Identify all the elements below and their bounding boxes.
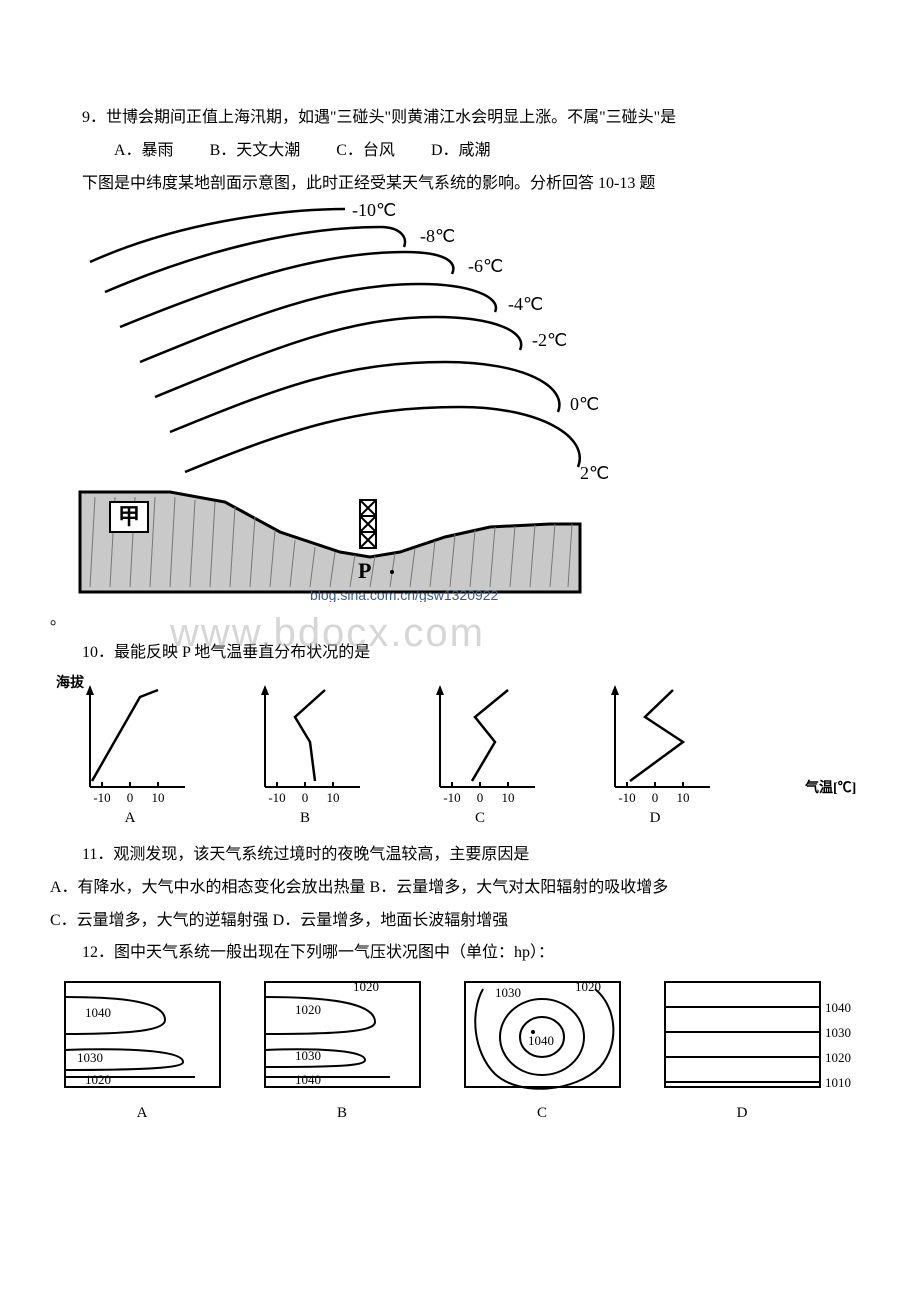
svg-text:1020: 1020 xyxy=(825,1050,851,1065)
svg-text:A: A xyxy=(137,1105,148,1121)
iso-0: -10℃ xyxy=(352,202,396,220)
iso-2: -6℃ xyxy=(468,256,503,276)
svg-text:10: 10 xyxy=(152,790,165,805)
fig1-period: 。 xyxy=(50,606,870,635)
svg-text:A: A xyxy=(125,810,136,826)
q12-text: 12．图中天气系统一般出现在下列哪一气压状况图中（单位：hp）： xyxy=(50,939,870,968)
svg-text:0: 0 xyxy=(302,790,309,805)
iso-4: -2℃ xyxy=(532,330,567,350)
svg-text:1040: 1040 xyxy=(85,1005,111,1020)
q10-text: 10．最能反映 P 地气温垂直分布状况的是 xyxy=(50,639,870,668)
svg-text:1020: 1020 xyxy=(575,979,601,994)
svg-text:C: C xyxy=(537,1105,547,1121)
fig2-svg: 海拔 气温[℃] -10 0 10 A -10 0 10 B -10 0 10 C -10 0 10 D xyxy=(50,672,870,837)
svg-text:-10: -10 xyxy=(618,790,635,805)
svg-text:D: D xyxy=(650,810,661,826)
svg-text:B: B xyxy=(337,1105,347,1121)
svg-text:-10: -10 xyxy=(268,790,285,805)
fig1-intro: 下图是中纬度某地剖面示意图，此时正经受某天气系统的影响。分析回答 10-13 题 xyxy=(50,170,870,199)
svg-text:1040: 1040 xyxy=(528,1033,554,1048)
svg-text:1030: 1030 xyxy=(495,985,521,1000)
p-label: P xyxy=(358,558,371,583)
svg-text:0: 0 xyxy=(477,790,484,805)
svg-text:1030: 1030 xyxy=(295,1048,321,1063)
svg-text:B: B xyxy=(300,810,310,826)
q9-optA: A．暴雨 xyxy=(114,142,174,159)
svg-text:-10: -10 xyxy=(93,790,110,805)
q9-options: A．暴雨 B．天文大潮 C．台风 D．咸潮 xyxy=(50,137,870,166)
svg-text:C: C xyxy=(475,810,485,826)
fig2-ylabel: 海拔 xyxy=(56,674,85,691)
iso-1: -8℃ xyxy=(420,226,455,246)
svg-text:-10: -10 xyxy=(443,790,460,805)
fig2-xlabel: 气温[℃] xyxy=(804,779,856,796)
svg-text:1020: 1020 xyxy=(295,1002,321,1017)
q9-optB: B．天文大潮 xyxy=(210,142,301,159)
svg-text:1020: 1020 xyxy=(85,1072,111,1087)
iso-5: 0℃ xyxy=(570,394,599,414)
svg-text:1040: 1040 xyxy=(825,1000,851,1015)
svg-text:0: 0 xyxy=(127,790,134,805)
svg-text:10: 10 xyxy=(327,790,340,805)
svg-text:1010: 1010 xyxy=(825,1075,851,1090)
svg-text:10: 10 xyxy=(502,790,515,805)
svg-text:D: D xyxy=(737,1105,748,1121)
fig1-row: -10℃ -8℃ -6℃ -4℃ -2℃ 0℃ 2℃ 甲 P blog.sina… xyxy=(50,202,870,602)
svg-text:10: 10 xyxy=(677,790,690,805)
svg-text:0: 0 xyxy=(652,790,659,805)
q9-optC: C．台风 xyxy=(336,142,395,159)
fig1-svg: -10℃ -8℃ -6℃ -4℃ -2℃ 0℃ 2℃ 甲 P blog.sina… xyxy=(50,202,610,602)
svg-text:1040: 1040 xyxy=(295,1072,321,1087)
q11-text: 11．观测发现，该天气系统过境时的夜晚气温较高，主要原因是 xyxy=(50,841,870,870)
fig3-svg: 1040 1030 1020 A 1020 1030 1040 1020 B 1030 1040 10… xyxy=(50,972,870,1142)
q9-optD: D．咸潮 xyxy=(431,142,491,159)
iso-3: -4℃ xyxy=(508,294,543,314)
q11-lineAB: A．有降水，大气中水的相态变化会放出热量 B．云量增多，大气对太阳辐射的吸收增多 xyxy=(50,874,870,903)
svg-text:1020: 1020 xyxy=(353,979,379,994)
blog-text: blog.sina.com.cn/gsw1320922 xyxy=(310,587,499,602)
iso-6: 2℃ xyxy=(580,463,609,483)
svg-text:1030: 1030 xyxy=(77,1050,103,1065)
q9-text: 9．世博会期间正值上海汛期，如遇"三碰头"则黄浦江水会明显上涨。不属"三碰头"是 xyxy=(50,104,870,133)
svg-text:1030: 1030 xyxy=(825,1025,851,1040)
q11-lineCD: C．云量增多，大气的逆辐射强 D．云量增多，地面长波辐射增强 xyxy=(50,907,870,936)
area-label: 甲 xyxy=(118,504,140,529)
